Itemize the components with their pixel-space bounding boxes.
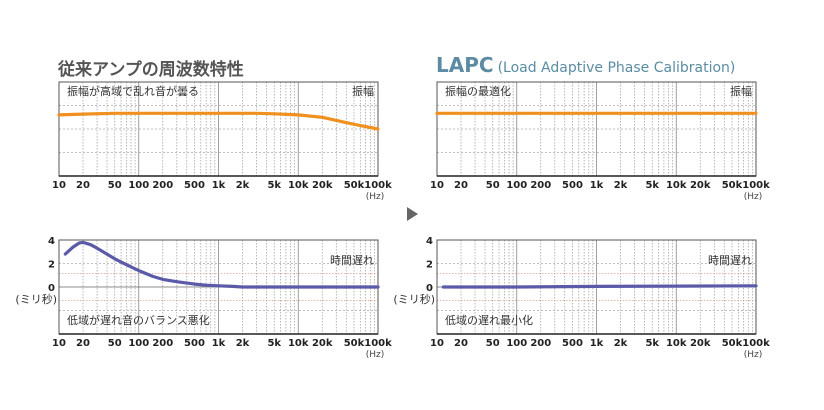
x-tick-label: 50k [344, 180, 365, 191]
x-tick-label: 2k [236, 338, 250, 349]
series-line [57, 111, 380, 131]
panel-annotation: 低域の遅れ最小化 [445, 313, 533, 327]
panel-annotation: 振幅の最適化 [445, 84, 511, 98]
x-tick-label: 50k [344, 338, 365, 349]
x-tick-label: 1k [212, 180, 226, 191]
y-tick-label: 0 [48, 283, 55, 294]
x-tick-label: 10k [666, 180, 687, 191]
x-tick-label: 50 [108, 180, 122, 191]
y-unit-label: (ミリ秒) [15, 292, 57, 306]
y-tick-label: 0 [426, 283, 433, 294]
heading-conventional: 従来アンプの周波数特性 [58, 60, 244, 80]
x-unit-label: (Hz) [744, 192, 763, 202]
x-tick-label: 200 [530, 338, 551, 349]
x-tick-label: 10 [430, 180, 444, 191]
arrow-right-icon [407, 207, 418, 221]
x-unit-label: (Hz) [366, 192, 385, 202]
x-tick-label: 50 [108, 338, 122, 349]
x-tick-label: 5k [645, 338, 659, 349]
series-line [63, 240, 380, 289]
x-tick-label: 1k [590, 338, 604, 349]
x-tick-label: 2k [236, 180, 250, 191]
x-tick-label: 20 [76, 180, 90, 191]
x-tick-label: 5k [267, 180, 281, 191]
x-tick-label: 10k [288, 180, 309, 191]
x-tick-label: 20k [312, 338, 333, 349]
x-tick-label: 20k [690, 338, 711, 349]
series-label: 振幅 [730, 84, 752, 98]
x-tick-label: 100k [742, 338, 770, 349]
x-tick-label: 100k [742, 180, 770, 191]
x-tick-label: 50k [722, 180, 743, 191]
x-tick-label: 20 [76, 338, 90, 349]
series-label: 時間遅れ [708, 254, 752, 267]
x-tick-label: 20 [454, 180, 468, 191]
panel-annotation: 低域が遅れ音のバランス悪化 [67, 313, 210, 327]
x-tick-label: 500 [184, 338, 205, 349]
series-label: 振幅 [352, 84, 374, 98]
y-tick-label: 4 [426, 236, 433, 247]
x-unit-label: (Hz) [366, 350, 385, 360]
y-unit-label: (ミリ秒) [393, 292, 435, 306]
y-tick-label: 4 [48, 236, 55, 247]
x-tick-label: 200 [152, 338, 173, 349]
y-tick-label: 2 [48, 260, 55, 271]
x-tick-label: 200 [530, 180, 551, 191]
x-tick-label: 500 [562, 338, 583, 349]
y-tick-label: 2 [426, 260, 433, 271]
panel-annotation: 振幅が高域で乱れ音が曇る [67, 84, 199, 98]
x-tick-label: 100k [364, 180, 392, 191]
x-tick-label: 10 [52, 338, 66, 349]
x-tick-label: 100 [506, 338, 527, 349]
x-tick-label: 500 [184, 180, 205, 191]
x-tick-label: 50 [486, 338, 500, 349]
x-tick-label: 10 [52, 180, 66, 191]
heading-lapc: LAPC (Load Adaptive Phase Calibration) [436, 53, 735, 77]
x-tick-label: 100 [128, 338, 149, 349]
x-tick-label: 100 [506, 180, 527, 191]
x-tick-label: 2k [614, 180, 628, 191]
x-tick-label: 1k [212, 338, 226, 349]
x-tick-label: 20k [312, 180, 333, 191]
x-tick-label: 20 [454, 338, 468, 349]
series-line [441, 284, 758, 289]
x-tick-label: 100k [364, 338, 392, 349]
x-tick-label: 100 [128, 180, 149, 191]
heading-lapc-main: LAPC [436, 53, 494, 77]
x-tick-label: 200 [152, 180, 173, 191]
x-tick-label: 50 [486, 180, 500, 191]
x-tick-label: 2k [614, 338, 628, 349]
x-tick-label: 500 [562, 180, 583, 191]
heading-lapc-sub: (Load Adaptive Phase Calibration) [497, 60, 736, 76]
x-tick-label: 50k [722, 338, 743, 349]
x-unit-label: (Hz) [744, 350, 763, 360]
x-tick-label: 1k [590, 180, 604, 191]
x-tick-label: 10k [666, 338, 687, 349]
x-tick-label: 5k [267, 338, 281, 349]
series-label: 時間遅れ [330, 254, 374, 267]
x-tick-label: 5k [645, 180, 659, 191]
x-tick-label: 10k [288, 338, 309, 349]
x-tick-label: 20k [690, 180, 711, 191]
x-tick-label: 10 [430, 338, 444, 349]
